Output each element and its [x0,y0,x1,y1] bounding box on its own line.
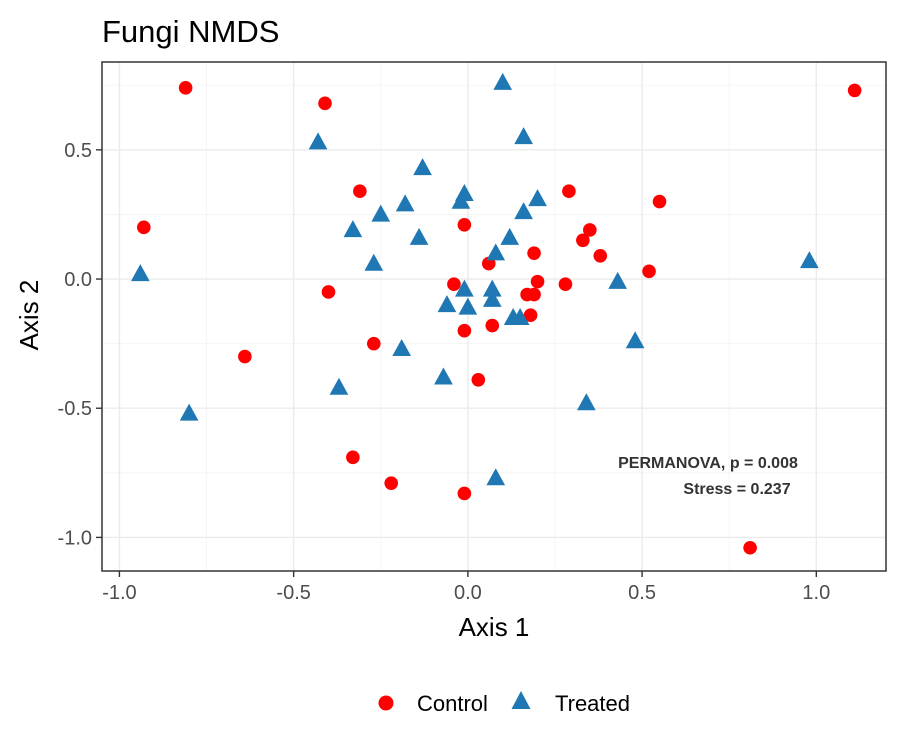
treated-point [179,403,199,421]
treated-point [451,191,471,209]
control-point [847,83,862,98]
x-tick-label: 1.0 [802,582,830,604]
control-point [457,217,472,232]
treated-point [486,468,506,486]
control-point [523,308,538,323]
permanova-annotation: PERMANOVA, p = 0.008 [618,455,798,472]
y-axis-title: Axis 2 [14,280,44,351]
treated-point [413,158,432,176]
treated-point [576,393,596,411]
x-tick-label: 0.5 [628,582,656,604]
treated-point [625,331,645,349]
control-point [318,96,332,111]
control-point [743,540,757,555]
treated-point [486,243,506,261]
y-axis-ticks: -1.0 -0.5 0.0 0.5 [58,140,102,549]
major-gridlines [102,62,886,571]
control-point [366,336,381,351]
control-point [593,248,608,263]
treated-point [514,127,533,145]
y-tick-label: 0.5 [64,140,92,162]
control-point [558,277,573,292]
treated-point [395,194,415,212]
control-point [457,486,472,501]
y-tick-label: -1.0 [58,527,92,549]
treated-point [437,295,457,313]
treated-point [510,308,530,326]
treated-point [493,72,513,90]
legend-control-marker [378,695,394,711]
data-points [130,72,862,555]
control-point [562,184,576,198]
x-axis-ticks: -1.0 -0.5 0.0 0.5 1.0 [102,571,830,604]
treated-point [364,253,384,271]
treated-point [392,339,412,357]
control-point [384,476,399,490]
treated-point [799,251,819,269]
legend-control-label: Control [417,691,488,716]
x-tick-label: 0.0 [454,582,482,604]
stress-annotation: Stress = 0.237 [683,481,790,498]
plot-panel-border [101,61,887,572]
control-point [652,194,667,209]
control-point [576,233,590,248]
control-point [238,349,252,364]
control-point [321,285,336,299]
control-point [353,184,367,198]
control-point [137,220,151,235]
legend-treated-label: Treated [555,691,630,716]
x-tick-label: -1.0 [102,582,136,604]
control-point [527,287,541,302]
control-point [583,223,597,237]
chart-title: Fungi NMDS [102,14,279,49]
treated-point [409,227,429,245]
treated-point [455,279,474,297]
control-point [457,323,472,338]
treated-point [608,271,628,289]
x-tick-label: -0.5 [276,582,310,604]
y-tick-label: -0.5 [58,398,92,420]
treated-point [482,279,502,297]
treated-point [514,202,533,220]
treated-point [329,377,349,395]
treated-point [434,367,453,385]
treated-point [458,297,478,315]
control-point [471,373,486,387]
x-axis-title: Axis 1 [459,612,530,642]
legend-treated-marker [511,691,531,709]
control-point [447,277,461,292]
control-point [530,274,545,289]
treated-point [482,289,502,307]
legend: Control Treated [378,691,630,716]
control-point [642,264,656,279]
control-point [178,81,193,95]
control-point [527,246,541,260]
treated-point [528,189,547,207]
control-point [346,450,360,465]
y-tick-label: 0.0 [64,269,92,291]
treated-point [308,132,328,150]
treated-point [500,227,520,245]
treated-point [130,264,150,282]
control-point [485,318,500,333]
treated-point [371,204,391,222]
treated-point [343,220,363,238]
